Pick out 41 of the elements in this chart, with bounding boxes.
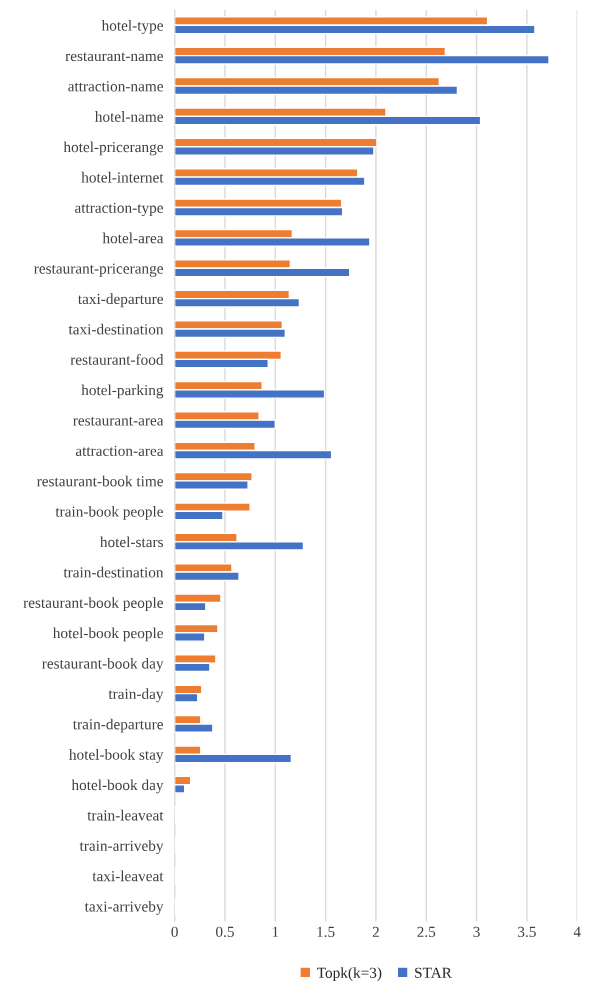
y-tick-label: hotel-pricerange [63,141,163,156]
y-tick-label: hotel-type [101,19,163,34]
x-tick-label: 3.5 [518,926,536,938]
y-tick-label: train-day [108,688,164,703]
y-tick-label: hotel-parking [81,384,164,399]
y-tick-label: hotel-book people [52,627,163,642]
y-tick-label: train-book people [55,506,163,520]
y-tick-label: restaurant-name [65,52,163,62]
y-tick-label: taxi-destination [68,323,164,335]
y-tick-label: restaurant-book people [23,597,163,611]
y-tick-label: hotel-internet [81,171,164,183]
x-tick-label: 1 [272,926,279,937]
y-tick-label: hotel-book stay [69,749,164,763]
y-tick-label: hotel-stars [100,536,163,548]
legend-label: STAR [415,967,452,978]
y-tick-label: taxi-arriveby [84,900,164,915]
y-tick-label: hotel-book day [71,779,164,794]
y-tick-label: train-arriveby [79,840,164,855]
x-tick-label: 2 [372,926,379,937]
y-tick-label: attraction-type [74,202,163,217]
y-tick-label: attraction-name [68,81,163,92]
y-tick-label: attraction-area [75,445,164,456]
y-tick-label: taxi-leaveat [92,870,164,882]
y-tick-label: hotel-name [94,111,163,122]
x-tick-label: 0.5 [215,926,234,938]
y-tick-label: restaurant-book time [36,475,163,487]
y-tick-label: train-destination [63,566,164,578]
y-tick-label: train-leaveat [87,809,164,821]
y-tick-label: restaurant-book day [42,657,164,672]
y-tick-label: restaurant-food [70,353,164,365]
x-tick-label: 1.5 [317,926,335,938]
legend-label: Topk(k=3) [317,967,382,981]
y-tick-label: train-departure [72,718,163,733]
y-tick-label: hotel-area [102,232,164,244]
y-tick-label: restaurant-area [73,416,164,426]
x-tick-label: 3 [473,926,480,938]
y-tick-label: restaurant-pricerange [34,263,163,277]
x-tick-label: 4 [573,926,581,937]
x-tick-label: 2.5 [417,926,436,938]
x-tick-label: 0 [171,926,178,938]
y-tick-label: taxi-departure [78,293,163,308]
